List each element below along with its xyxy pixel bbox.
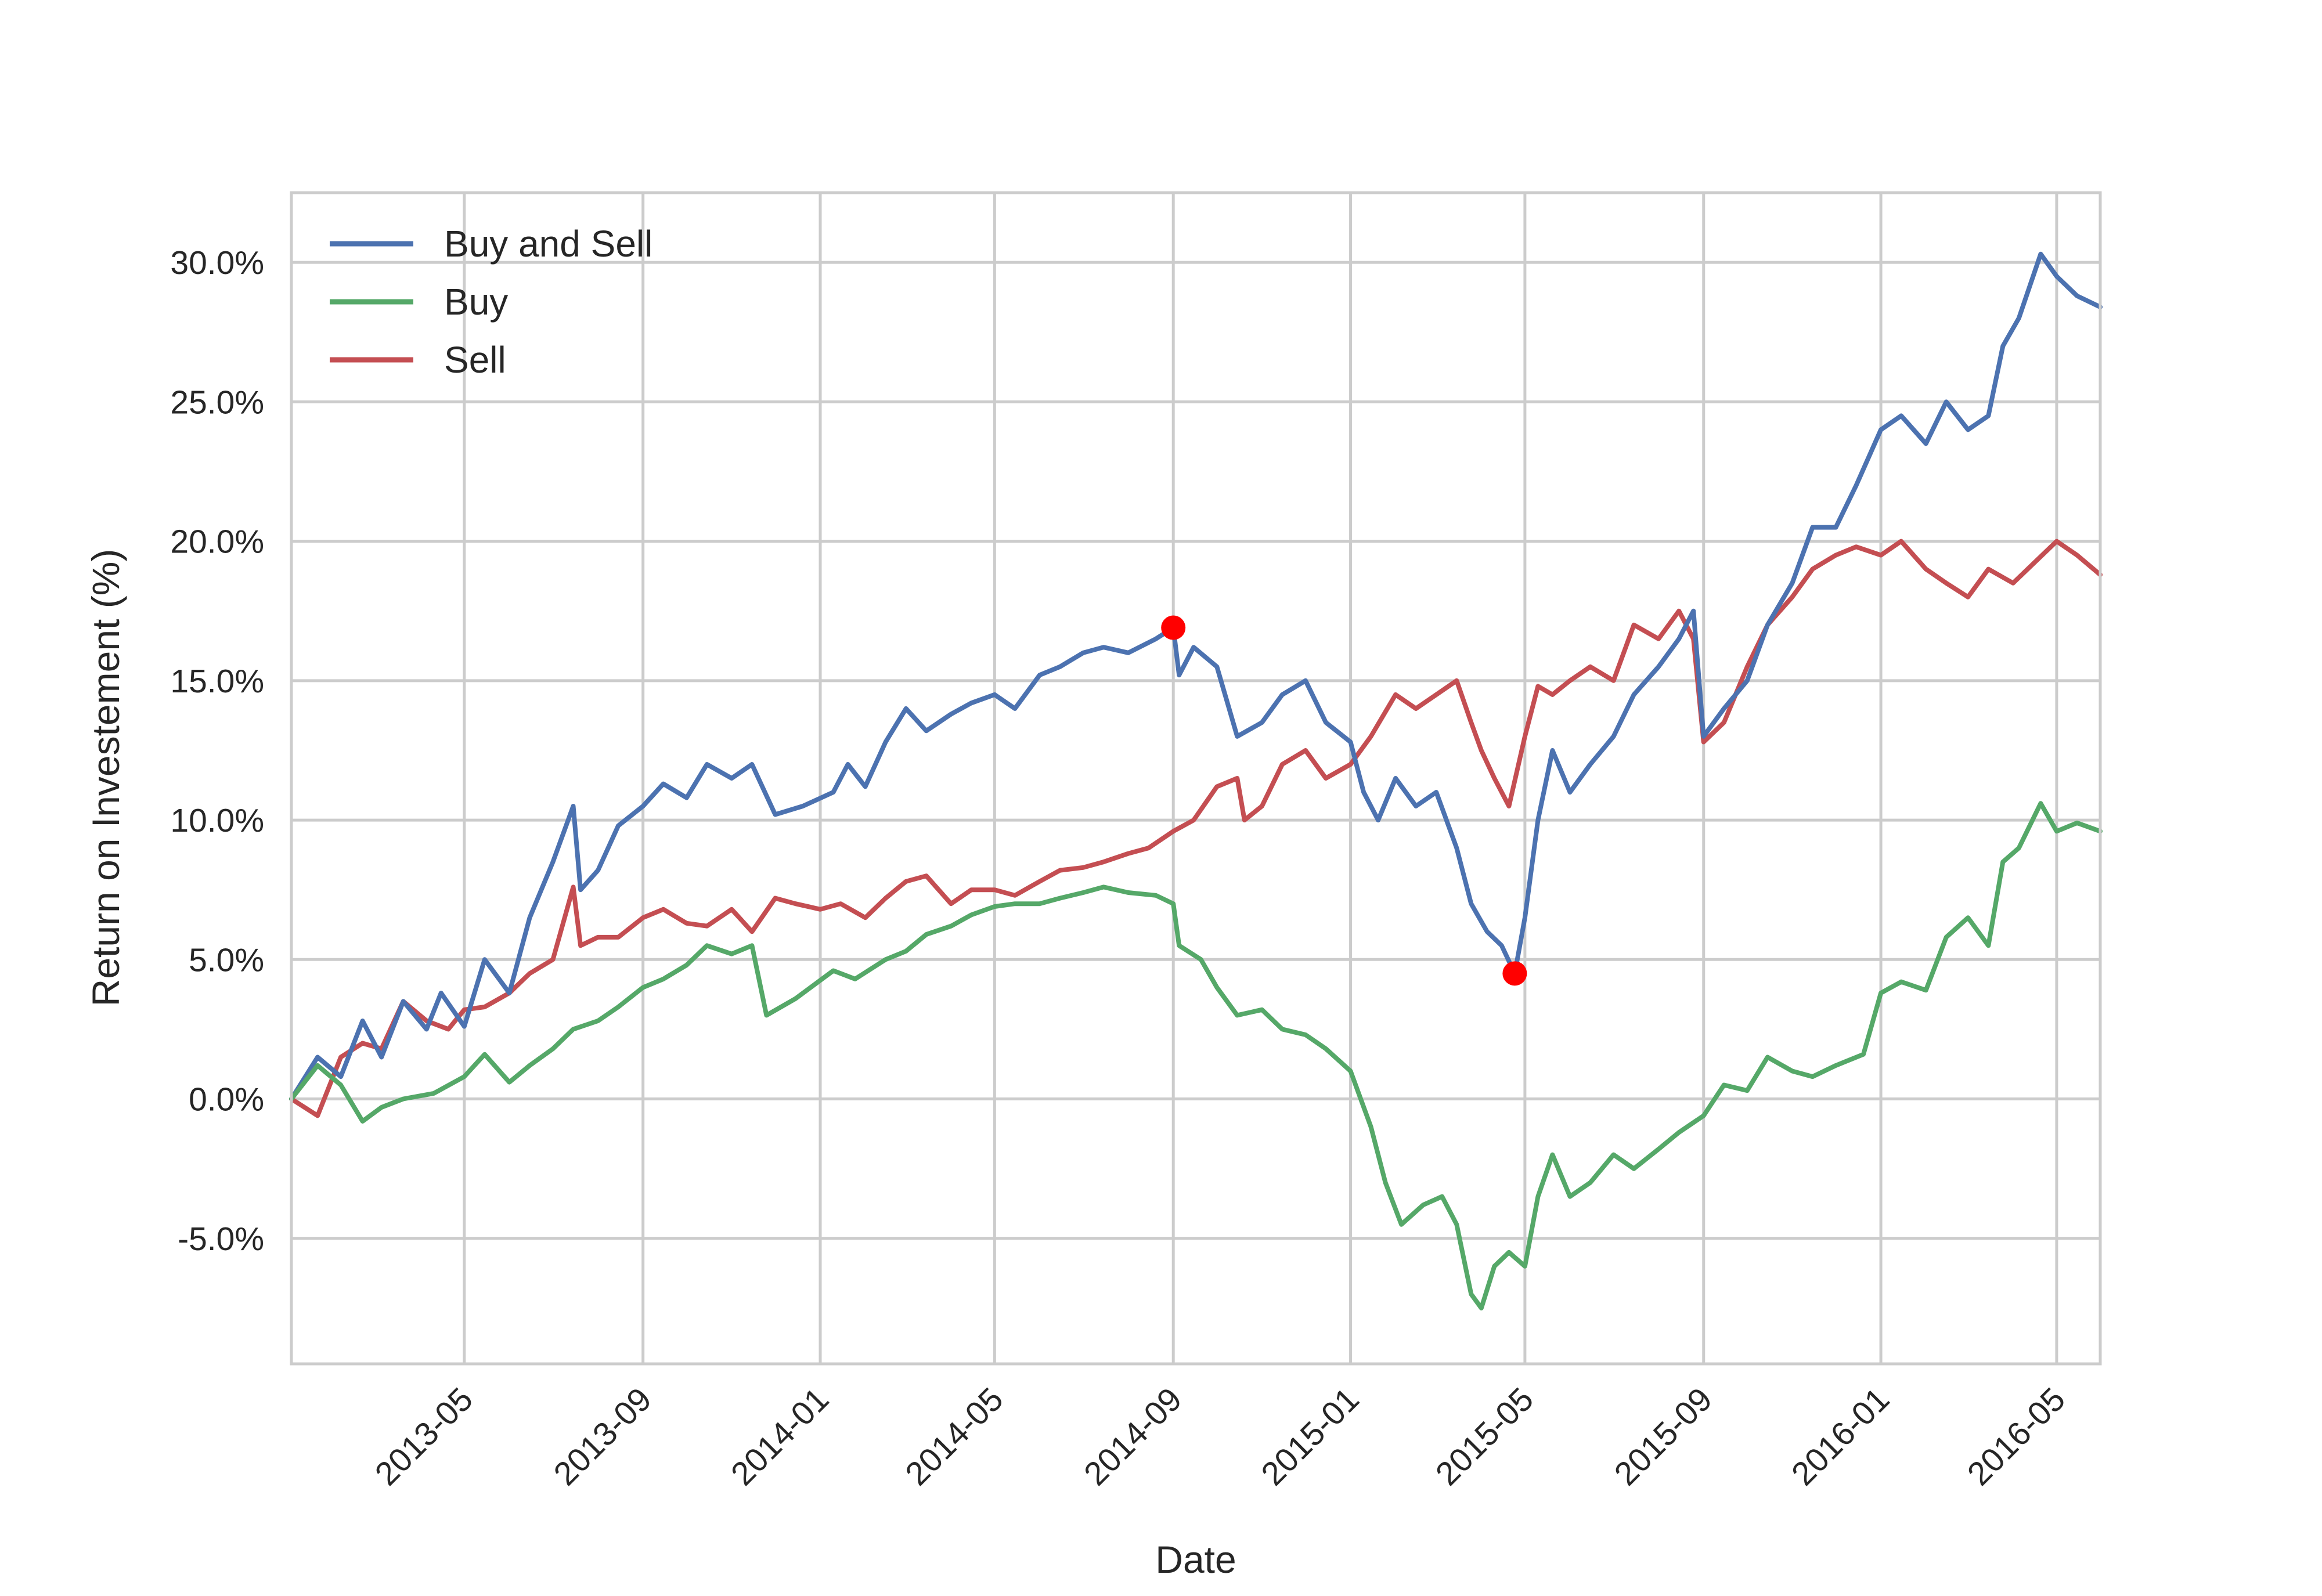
y-tick-label: 30.0%	[170, 244, 264, 281]
series-line-sell	[289, 539, 2103, 1118]
y-axis-title: Return on Investement (%)	[84, 549, 127, 1007]
legend-label: Buy and Sell	[444, 223, 652, 265]
grid-lines	[291, 193, 2100, 1364]
x-axis-title: Date	[1155, 1538, 1236, 1581]
marker-layer	[1161, 615, 1527, 986]
y-tick-label: 5.0%	[189, 941, 264, 978]
y-tick-label: 25.0%	[170, 384, 264, 421]
y-tick-label: 0.0%	[189, 1081, 264, 1118]
highlight-marker	[1161, 615, 1186, 640]
legend: Buy and Sell Buy Sell	[330, 223, 652, 381]
plot-frame	[290, 191, 2102, 1366]
y-tick-label: 15.0%	[170, 663, 264, 700]
series-line-buy	[289, 801, 2103, 1310]
y-tick-label: -5.0%	[178, 1221, 264, 1258]
series-layer	[289, 251, 2103, 1310]
legend-label: Buy	[444, 281, 508, 323]
legend-label: Sell	[444, 339, 506, 381]
series-line-buy-and-sell	[289, 251, 2103, 1102]
y-tick-label: 20.0%	[170, 523, 264, 561]
y-tick-labels: -5.0% 0.0% 5.0% 10.0% 15.0% 20.0% 25.0% 30.0%	[170, 244, 264, 1258]
highlight-marker	[1502, 961, 1527, 986]
y-tick-label: 10.0%	[170, 802, 264, 839]
